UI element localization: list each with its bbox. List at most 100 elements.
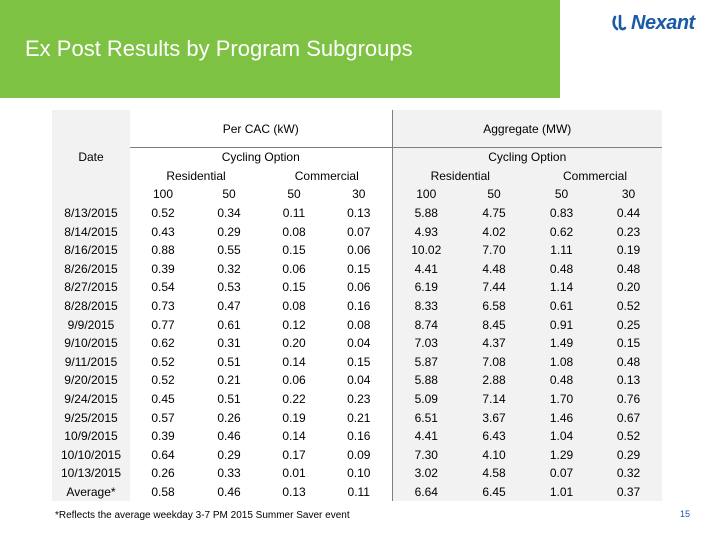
value-cell: 1.14 <box>528 278 595 297</box>
value-cell: 0.22 <box>282 392 306 407</box>
per-cac-cycling-header: Cycling Option <box>130 147 393 167</box>
value-cell: 0.62 <box>528 222 595 241</box>
results-table-wrapper: Per CAC (kW) Aggregate (MW) Date Cycling… <box>52 110 663 502</box>
value-cell: 0.09 <box>326 445 393 465</box>
cycling-value-header: 100 <box>152 187 174 202</box>
date-cell: 9/24/2015 <box>52 389 130 409</box>
date-cell: 8/16/2015 <box>52 240 130 260</box>
value-cell: 0.48 <box>595 259 663 279</box>
value-cell: 0.31 <box>217 336 241 351</box>
date-cell: 10/13/2015 <box>52 464 130 483</box>
value-cell: 0.15 <box>282 280 306 295</box>
logo-text: Nexant <box>631 11 695 34</box>
value-cell: 0.46 <box>217 429 241 444</box>
value-cell: 0.61 <box>217 317 241 332</box>
value-cell: 0.01 <box>282 466 306 481</box>
cycling-value-header: 50 <box>528 185 595 204</box>
value-cell: 5.09 <box>392 389 460 409</box>
value-cell: 0.53 <box>217 280 241 295</box>
value-cell: 0.23 <box>595 222 663 241</box>
date-cell: 9/11/2015 <box>52 352 130 372</box>
value-cell: 0.14 <box>282 354 306 369</box>
value-cell: 10.02 <box>392 240 460 260</box>
date-cell: 9/10/2015 <box>52 333 130 353</box>
table-row: 9/9/2015 0.77 0.61 0.12 0.08 8.74 8.45 0.91 0.25 <box>52 315 663 334</box>
table-row: 8/28/2015 0.73 0.47 0.08 0.16 8.33 6.58 0.61 0.5… <box>52 296 663 316</box>
value-cell: 7.03 <box>392 333 460 353</box>
value-cell: 0.19 <box>595 240 663 260</box>
value-cell: 1.70 <box>528 389 595 409</box>
value-cell: 0.26 <box>217 410 241 425</box>
table-row: 8/13/2015 0.52 0.34 0.11 0.13 5.88 4.75 0.83 0.4… <box>52 203 663 223</box>
value-cell: 4.10 <box>460 445 528 465</box>
value-cell: 1.29 <box>528 445 595 465</box>
date-cell: 9/9/2015 <box>52 315 130 334</box>
value-cell: 0.48 <box>528 371 595 390</box>
value-cell: 8.74 <box>392 315 460 334</box>
value-cell: 0.13 <box>282 484 306 499</box>
value-cell: 0.06 <box>282 261 306 276</box>
value-cell: 0.88 <box>151 243 175 258</box>
date-cell: 10/10/2015 <box>52 445 130 465</box>
table-row: 9/24/2015 0.45 0.51 0.22 0.23 5.09 7.14 1.70 0.7… <box>52 389 663 409</box>
value-cell: 7.44 <box>460 278 528 297</box>
date-cell: 8/14/2015 <box>52 222 130 241</box>
value-cell: 0.64 <box>151 447 175 462</box>
value-cell: 7.70 <box>460 240 528 260</box>
value-cell: 0.52 <box>151 206 175 221</box>
value-cell: 0.39 <box>151 261 175 276</box>
date-cell: 8/13/2015 <box>52 203 130 223</box>
value-cell: 0.15 <box>326 352 393 372</box>
page-number: 15 <box>680 509 691 519</box>
value-cell: 3.02 <box>392 464 460 483</box>
value-cell: 0.52 <box>595 426 663 446</box>
value-cell: 0.14 <box>282 429 306 444</box>
value-cell: 0.52 <box>151 373 175 388</box>
value-cell: 0.13 <box>595 371 663 390</box>
value-cell: 0.55 <box>217 243 241 258</box>
footnote: *Reflects the average weekday 3-7 PM 201… <box>55 510 350 521</box>
value-cell: 0.51 <box>217 392 241 407</box>
value-cell: 5.88 <box>392 371 460 390</box>
value-cell: 0.13 <box>326 203 393 223</box>
value-cell: 0.16 <box>326 426 393 446</box>
value-cell: 6.43 <box>460 426 528 446</box>
aggregate-commercial-header: Commercial <box>528 166 663 186</box>
value-cell: 4.75 <box>460 203 528 223</box>
value-cell: 0.47 <box>217 299 241 314</box>
value-cell: 0.19 <box>282 410 306 425</box>
table-row: 9/20/2015 0.52 0.21 0.06 0.04 5.88 2.88 0.48 0.1… <box>52 371 663 390</box>
value-cell: 4.41 <box>392 259 460 279</box>
value-cell: 6.58 <box>460 296 528 316</box>
value-cell: 0.12 <box>282 317 306 332</box>
value-cell: 5.88 <box>392 203 460 223</box>
value-cell: 0.26 <box>151 466 175 481</box>
value-cell: 0.77 <box>151 317 175 332</box>
cycling-value-header: 50 <box>460 185 528 204</box>
value-cell: 0.04 <box>326 371 393 390</box>
value-cell: 7.08 <box>460 352 528 372</box>
value-cell: 0.48 <box>528 259 595 279</box>
date-header-spacer <box>52 185 130 204</box>
value-cell: 0.32 <box>595 464 663 483</box>
value-cell: 7.14 <box>460 389 528 409</box>
value-cell: 4.02 <box>460 222 528 241</box>
value-cell: 0.16 <box>326 296 393 316</box>
value-cell: 0.44 <box>595 203 663 223</box>
value-cell: 0.34 <box>217 206 241 221</box>
value-cell: 0.29 <box>595 445 663 465</box>
value-cell: 1.49 <box>528 333 595 353</box>
value-cell: 8.33 <box>392 296 460 316</box>
value-cell: 0.52 <box>151 354 175 369</box>
value-cell: 0.15 <box>282 243 306 258</box>
date-header: Date <box>52 147 130 167</box>
table-row: 9/11/2015 0.52 0.51 0.14 0.15 5.87 7.08 1.08 0.4… <box>52 352 663 372</box>
value-cell: 0.54 <box>151 280 175 295</box>
value-cell: 1.04 <box>528 426 595 446</box>
nexant-logo: Nexant <box>612 10 695 36</box>
value-cell: 0.62 <box>151 336 175 351</box>
value-cell: 1.46 <box>528 408 595 427</box>
value-cell: 6.51 <box>392 408 460 427</box>
value-cell: 0.08 <box>326 315 393 334</box>
value-cell: 0.23 <box>326 389 393 409</box>
